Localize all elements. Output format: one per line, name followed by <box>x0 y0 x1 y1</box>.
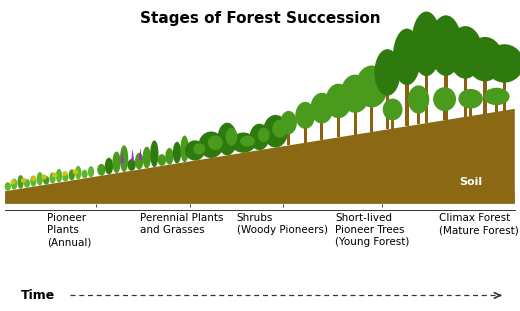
Ellipse shape <box>263 115 288 147</box>
Ellipse shape <box>62 171 68 176</box>
Bar <box>417 110 420 124</box>
Ellipse shape <box>52 173 57 178</box>
Ellipse shape <box>69 169 75 180</box>
Ellipse shape <box>374 49 400 96</box>
Ellipse shape <box>193 143 205 155</box>
Text: Perennial Plants
and Grasses: Perennial Plants and Grasses <box>140 213 224 235</box>
Ellipse shape <box>11 179 17 190</box>
Ellipse shape <box>250 124 269 150</box>
Ellipse shape <box>258 128 269 142</box>
Ellipse shape <box>127 159 136 171</box>
Bar <box>287 132 290 146</box>
Ellipse shape <box>485 44 520 83</box>
Bar <box>424 68 428 123</box>
Ellipse shape <box>112 151 121 173</box>
Ellipse shape <box>75 166 81 179</box>
Bar <box>444 69 448 120</box>
Ellipse shape <box>295 102 315 129</box>
Ellipse shape <box>158 154 166 166</box>
Bar <box>337 114 340 137</box>
Polygon shape <box>139 148 142 160</box>
Ellipse shape <box>217 123 237 156</box>
Text: Stages of Forest Succession: Stages of Forest Succession <box>140 11 380 26</box>
Polygon shape <box>121 151 124 163</box>
Text: Pioneer
Plants
(Annual): Pioneer Plants (Annual) <box>47 213 91 247</box>
Ellipse shape <box>231 132 256 153</box>
Ellipse shape <box>180 136 189 162</box>
Ellipse shape <box>393 29 421 85</box>
Ellipse shape <box>165 148 174 165</box>
Bar <box>464 72 467 117</box>
Bar <box>443 108 446 120</box>
Ellipse shape <box>226 128 237 146</box>
Ellipse shape <box>341 75 370 113</box>
Bar <box>354 108 357 135</box>
Ellipse shape <box>240 136 255 147</box>
Ellipse shape <box>280 111 297 134</box>
Bar <box>405 78 409 126</box>
Ellipse shape <box>448 26 483 79</box>
Ellipse shape <box>433 87 456 111</box>
Ellipse shape <box>30 175 36 187</box>
Ellipse shape <box>326 84 352 118</box>
Bar <box>370 102 373 132</box>
Ellipse shape <box>430 15 462 76</box>
Text: Soil: Soil <box>459 177 482 187</box>
Ellipse shape <box>272 120 287 138</box>
Ellipse shape <box>31 176 36 181</box>
Bar <box>495 103 498 112</box>
Ellipse shape <box>18 175 24 189</box>
Ellipse shape <box>10 179 16 184</box>
Ellipse shape <box>142 146 151 168</box>
Bar <box>386 90 389 129</box>
Polygon shape <box>131 149 134 161</box>
Ellipse shape <box>356 66 388 108</box>
Ellipse shape <box>484 88 510 105</box>
Ellipse shape <box>185 140 205 160</box>
Ellipse shape <box>21 178 26 183</box>
Ellipse shape <box>105 158 113 174</box>
Text: Time: Time <box>21 289 55 302</box>
Ellipse shape <box>120 145 128 172</box>
Bar <box>320 120 323 140</box>
Ellipse shape <box>173 142 181 164</box>
Ellipse shape <box>62 173 69 182</box>
Bar <box>483 76 487 114</box>
Ellipse shape <box>310 93 333 123</box>
Polygon shape <box>5 109 515 204</box>
Ellipse shape <box>97 164 106 176</box>
Text: Shrubs
(Woody Pioneers): Shrubs (Woody Pioneers) <box>237 213 328 235</box>
Bar <box>304 126 307 143</box>
Ellipse shape <box>82 170 88 179</box>
Text: Climax Forest
(Mature Forest): Climax Forest (Mature Forest) <box>439 213 519 235</box>
Ellipse shape <box>383 99 402 120</box>
Ellipse shape <box>5 182 11 191</box>
Ellipse shape <box>135 153 144 169</box>
Ellipse shape <box>24 179 30 188</box>
Bar <box>5 191 515 204</box>
Bar <box>469 106 472 116</box>
Ellipse shape <box>42 174 47 179</box>
Bar <box>391 118 394 129</box>
Ellipse shape <box>199 132 224 158</box>
Ellipse shape <box>73 169 78 174</box>
Ellipse shape <box>43 176 49 185</box>
Ellipse shape <box>467 37 503 81</box>
Bar <box>503 78 506 110</box>
Ellipse shape <box>49 172 56 183</box>
Ellipse shape <box>408 85 430 114</box>
Ellipse shape <box>150 140 159 167</box>
Ellipse shape <box>88 166 94 177</box>
Ellipse shape <box>411 12 441 76</box>
Text: Short-lived
Pioneer Trees
(Young Forest): Short-lived Pioneer Trees (Young Forest) <box>335 213 410 247</box>
Ellipse shape <box>459 89 483 109</box>
Ellipse shape <box>208 136 223 150</box>
Ellipse shape <box>37 172 43 186</box>
Ellipse shape <box>56 169 62 183</box>
